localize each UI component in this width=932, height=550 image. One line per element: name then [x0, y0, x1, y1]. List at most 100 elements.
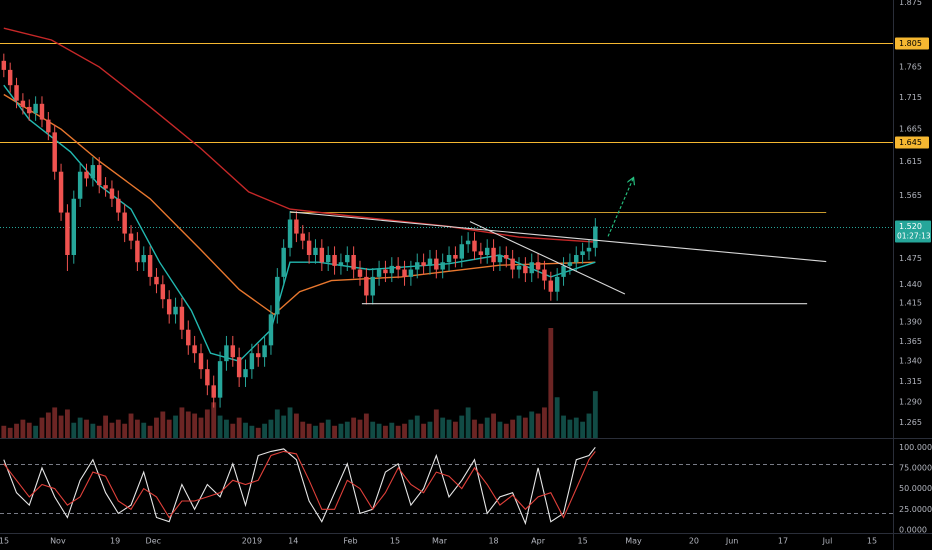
candle-body — [294, 219, 299, 234]
candle-body — [103, 185, 108, 189]
x-tick-label: 15 — [390, 537, 400, 546]
volume-bar — [586, 413, 592, 438]
volume-bar — [39, 417, 45, 438]
volume-bar — [185, 411, 191, 438]
y-tick-label: 1.290 — [899, 397, 922, 406]
volume-bar — [52, 407, 58, 438]
candle-body — [491, 247, 496, 263]
candle-body — [427, 258, 433, 266]
volume-bar — [529, 411, 535, 438]
candle-body — [395, 265, 401, 270]
candle-body — [313, 247, 318, 255]
y-tick-label: 1.265 — [899, 418, 922, 427]
volume-bar — [154, 417, 159, 438]
y-tick-label: 1.665 — [899, 125, 922, 134]
candle-body — [370, 276, 375, 296]
candle-body — [497, 254, 503, 263]
candle-body — [300, 233, 305, 241]
volume-bar — [230, 423, 236, 438]
candle-body — [116, 198, 121, 213]
candle-body — [415, 262, 420, 270]
candle-body — [39, 103, 45, 120]
volume-bar — [516, 415, 522, 438]
volume-bar — [421, 423, 427, 438]
y-tick-label: 25.0000 — [899, 505, 932, 514]
candle-body — [217, 361, 223, 398]
x-tick-label: 2019 — [242, 537, 262, 546]
volume-bar — [84, 419, 89, 438]
candle-body — [71, 198, 77, 255]
volume-bar — [58, 415, 64, 438]
candle-body — [478, 251, 484, 255]
volume-bar — [554, 397, 560, 438]
volume-bar — [71, 422, 77, 438]
candle-body — [434, 258, 439, 270]
candle-body — [586, 247, 592, 252]
volume-bar — [497, 421, 503, 438]
candle-body — [275, 276, 280, 315]
candle-body — [357, 269, 363, 277]
volume-bar — [20, 419, 26, 438]
candle-body — [198, 353, 204, 370]
volume-bar — [103, 415, 108, 438]
x-tick-label: 14 — [288, 537, 298, 546]
volume-bar — [351, 417, 357, 438]
x-tick-label: 20 — [689, 537, 699, 546]
candle-body — [548, 280, 554, 292]
volume-bar — [160, 411, 166, 438]
candle-body — [243, 369, 248, 378]
volume-bar — [45, 412, 51, 438]
price-pane: 1.265 1.290 1.315 1.340 1.365 1.390 1.415 1.440… — [0, 0, 931, 438]
volume-bar — [433, 409, 439, 438]
candle-body — [205, 369, 210, 386]
candle-body — [147, 254, 153, 277]
volume-bar — [376, 423, 382, 438]
y-tick-label: 50.0000 — [899, 484, 932, 493]
y-tick-label: 1.475 — [899, 254, 922, 263]
moving-average-line — [3, 27, 596, 243]
volume-bar — [274, 409, 280, 438]
candle-body — [14, 85, 19, 101]
volume-bar — [115, 419, 121, 438]
candle-body — [20, 100, 26, 107]
volume-bar — [262, 423, 268, 438]
volume-bar — [134, 419, 140, 438]
forecast-arrow — [607, 178, 633, 237]
candle-body — [90, 165, 96, 179]
candle-body — [421, 262, 426, 266]
candle-body — [256, 353, 261, 358]
x-tick-label: Apr — [531, 537, 546, 546]
x-tick-label: 15 — [0, 537, 9, 546]
candle-body — [345, 254, 350, 263]
volume-bar — [503, 423, 509, 438]
y-tick-label: 100.0000 — [899, 443, 932, 452]
candle-body — [440, 262, 445, 270]
candle-body — [211, 385, 216, 398]
volume-bar — [446, 419, 452, 438]
x-tick-label: Mar — [432, 537, 448, 546]
last-price-box — [895, 220, 931, 243]
candle-body — [249, 353, 255, 370]
candle-body — [173, 306, 178, 315]
candle-body — [58, 171, 64, 213]
volume-bar — [383, 425, 388, 438]
x-tick-label: 15 — [578, 537, 588, 546]
volume-bar — [128, 413, 134, 438]
candle-body — [7, 69, 13, 86]
candle-body — [446, 254, 452, 263]
level-label: 1.805 — [899, 39, 922, 48]
candle-body — [383, 269, 388, 274]
x-tick-label: Jun — [725, 537, 739, 546]
candle-body — [306, 240, 312, 255]
volume-bar — [90, 423, 96, 438]
volume-bar — [573, 417, 579, 438]
candle-body — [580, 251, 585, 255]
y-tick-label: 1.315 — [899, 377, 922, 386]
volume-bar — [204, 409, 210, 438]
candle-body — [453, 254, 458, 259]
candle-body — [319, 247, 325, 263]
volume-bar — [122, 423, 128, 438]
volume-bar — [179, 407, 185, 438]
volume-bar — [389, 422, 395, 438]
